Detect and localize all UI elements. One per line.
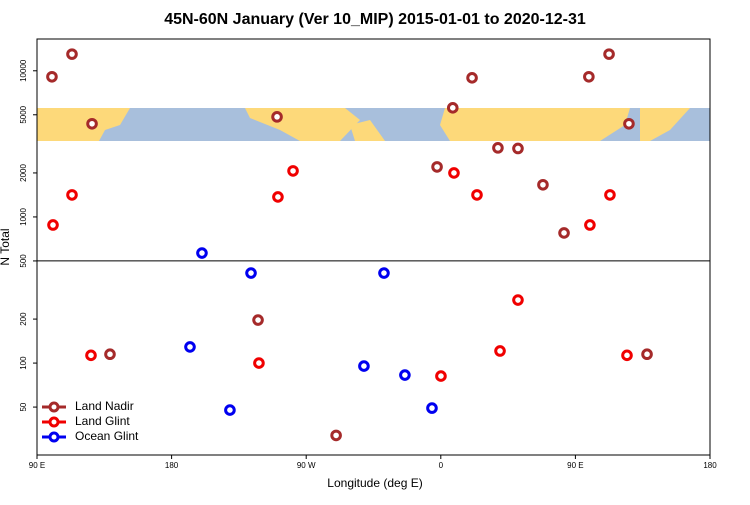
legend-label: Land Nadir	[75, 399, 134, 413]
point	[104, 348, 116, 361]
point	[271, 111, 283, 123]
legend-label: Ocean Glint	[75, 429, 139, 443]
point	[466, 72, 478, 84]
point	[621, 349, 633, 362]
x-tick-label: 90 W	[297, 461, 316, 470]
point	[245, 267, 257, 279]
point	[46, 70, 58, 83]
x-tick-label: 180	[165, 461, 179, 470]
point	[603, 48, 615, 60]
point	[641, 348, 653, 361]
y-tick-label: 1000	[19, 207, 28, 225]
x-tick-label: 0	[439, 461, 444, 470]
point	[448, 167, 460, 179]
point	[492, 142, 504, 154]
point	[604, 189, 616, 201]
legend-marker	[48, 431, 60, 443]
point	[196, 247, 208, 259]
legend-marker	[48, 416, 60, 428]
y-tick-label: 500	[19, 254, 28, 268]
y-axis-label: N Total	[0, 228, 12, 265]
chart-title: 45N-60N January (Ver 10_MIP) 2015-01-01 …	[164, 11, 586, 28]
point	[583, 70, 595, 83]
point	[537, 178, 549, 191]
point	[253, 357, 265, 369]
point	[426, 402, 438, 414]
point	[86, 117, 98, 130]
y-tick-label: 5000	[19, 105, 28, 123]
legend-label: Land Glint	[75, 414, 130, 428]
point	[224, 404, 236, 416]
point	[85, 349, 97, 362]
point	[287, 165, 299, 177]
point	[272, 191, 284, 203]
plot-frame	[36, 38, 711, 456]
legend-marker	[48, 401, 60, 413]
point	[184, 341, 196, 353]
x-tick-label: 90 E	[29, 461, 45, 470]
point	[358, 360, 370, 372]
x-tick-label: 90 E	[567, 461, 583, 470]
point	[471, 189, 483, 201]
x-axis-label: Longitude (deg E)	[327, 476, 422, 490]
point	[623, 117, 635, 130]
point	[435, 370, 447, 382]
point	[378, 267, 390, 279]
point	[558, 227, 570, 239]
x-tick-label: 180	[703, 461, 717, 470]
y-tick-label: 50	[19, 402, 28, 411]
y-tick-label: 200	[19, 312, 28, 326]
map-band	[37, 108, 710, 141]
point	[330, 429, 342, 442]
y-tick-label: 10000	[19, 59, 28, 82]
point	[512, 142, 524, 155]
point	[584, 219, 596, 231]
point	[399, 369, 411, 381]
point	[47, 219, 59, 231]
y-tick-label: 2000	[19, 163, 28, 181]
point	[252, 314, 264, 326]
point	[66, 189, 78, 201]
point	[66, 48, 78, 60]
y-tick-label: 100	[19, 356, 28, 370]
point	[512, 294, 524, 306]
point	[494, 345, 506, 357]
point	[431, 161, 443, 173]
point	[446, 102, 459, 114]
